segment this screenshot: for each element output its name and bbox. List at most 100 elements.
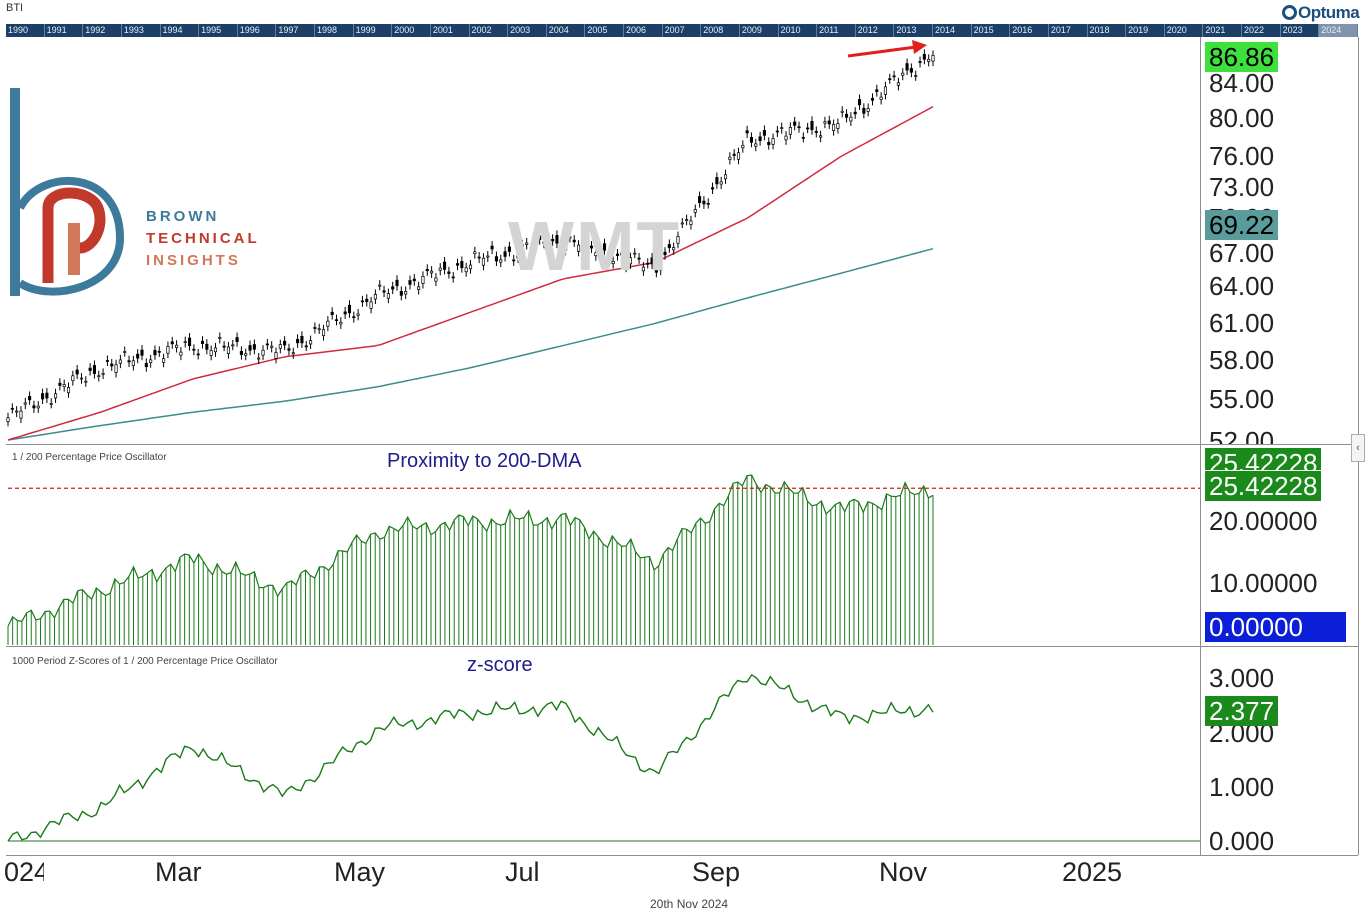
price-candle-body	[693, 209, 697, 213]
panel-separator-oscillator[interactable]	[6, 646, 1358, 647]
axis-divider	[1200, 37, 1201, 855]
price-candle-body	[538, 235, 542, 241]
year-cell[interactable]: 2010	[779, 24, 818, 37]
year-cell[interactable]: 2014	[933, 24, 972, 37]
price-candle-body	[239, 350, 243, 355]
year-cell[interactable]: 1994	[161, 24, 200, 37]
year-cell[interactable]: 2008	[701, 24, 740, 37]
price-candle-body	[425, 269, 429, 272]
price-candle-body	[157, 350, 161, 353]
year-cell[interactable]: 2023	[1281, 24, 1320, 37]
price-candle-body	[79, 377, 84, 380]
price-ytick: 73.00	[1209, 172, 1275, 202]
year-navigator[interactable]: 1990 1991 1992 1993 1994 1995 1996 1997 1998 1999…	[6, 24, 1358, 37]
panel-separator-price[interactable]	[6, 444, 1358, 445]
price-candle-body	[369, 301, 373, 309]
price-candle-body	[875, 89, 879, 92]
year-cell[interactable]: 1991	[45, 24, 84, 37]
year-cell[interactable]: 2020	[1165, 24, 1204, 37]
oscillator-panel-label: 1 / 200 Percentage Price Oscillator	[12, 452, 167, 463]
zscore-last-badge: 2.377	[1205, 696, 1279, 726]
price-candle-body	[927, 59, 931, 62]
year-cell[interactable]: 2018	[1088, 24, 1127, 37]
price-candle-body	[788, 127, 792, 135]
price-candle-body	[628, 257, 632, 265]
year-cell[interactable]: 1998	[315, 24, 354, 37]
year-cell[interactable]: 1995	[199, 24, 238, 37]
price-candle-body	[41, 393, 45, 400]
year-cell[interactable]: 1999	[354, 24, 393, 37]
price-candle-body	[494, 256, 498, 262]
price-candle-body	[187, 337, 192, 346]
price-candle-body	[719, 181, 723, 185]
year-cell[interactable]: 2003	[508, 24, 547, 37]
year-cell[interactable]: 1993	[122, 24, 161, 37]
optuma-logo-icon	[1282, 5, 1297, 20]
year-cell[interactable]: 1990	[6, 24, 45, 37]
year-cell[interactable]: 2015	[972, 24, 1011, 37]
price-ytick: 76.00	[1209, 141, 1275, 171]
price-candle-body	[741, 144, 745, 149]
year-cell[interactable]: 2024	[1319, 24, 1358, 37]
price-candle-body	[149, 359, 153, 364]
year-cell[interactable]: 1992	[83, 24, 122, 37]
x-axis-label: May	[334, 857, 386, 887]
year-cell[interactable]: 2005	[585, 24, 624, 37]
price-candle-body	[698, 196, 702, 204]
year-cell[interactable]: 2000	[392, 24, 431, 37]
year-cell[interactable]: 2021	[1203, 24, 1242, 37]
price-candle-body	[836, 123, 840, 129]
price-candle-body	[434, 277, 438, 282]
year-cell[interactable]: 2013	[894, 24, 933, 37]
price-candle-body	[814, 131, 818, 133]
price-candle-body	[551, 238, 555, 242]
price-candle-body	[28, 396, 32, 401]
price-candle-body	[589, 245, 594, 249]
price-candle-body	[892, 75, 896, 78]
price-candle-body	[270, 345, 274, 348]
year-cell[interactable]: 2004	[547, 24, 586, 37]
price-candle-body	[97, 375, 101, 378]
year-cell[interactable]: 2011	[817, 24, 856, 37]
year-cell[interactable]: 1996	[238, 24, 277, 37]
year-cell[interactable]: 2022	[1242, 24, 1281, 37]
year-cell[interactable]: 1997	[276, 24, 315, 37]
oscillator-note: Proximity to 200-DMA	[387, 450, 582, 472]
year-cell[interactable]: 2016	[1010, 24, 1049, 37]
panel-separator-zscore[interactable]	[6, 855, 1358, 856]
price-candle-body	[84, 380, 88, 383]
price-candle-body	[862, 107, 866, 114]
price-candle-body	[672, 247, 676, 251]
price-candle-body	[183, 341, 187, 343]
price-candle-body	[110, 363, 114, 367]
price-candle-body	[780, 127, 784, 130]
price-candle-body	[464, 267, 468, 273]
year-cell[interactable]: 2012	[856, 24, 895, 37]
year-cell[interactable]: 2006	[624, 24, 663, 37]
price-candle-body	[706, 202, 710, 205]
price-candle-body	[19, 410, 23, 419]
year-cell[interactable]: 2002	[470, 24, 509, 37]
year-cell[interactable]: 2019	[1126, 24, 1165, 37]
highlight-arrowhead-icon	[912, 40, 927, 54]
price-candle-body	[451, 276, 455, 279]
price-candle-body	[754, 143, 758, 147]
price-candle-body	[503, 251, 507, 257]
price-candle-body	[170, 341, 174, 345]
price-candle-body	[360, 300, 364, 303]
price-candle-body	[767, 141, 771, 146]
year-cell[interactable]: 2001	[431, 24, 470, 37]
x-axis-label: Sep	[692, 857, 741, 887]
year-cell[interactable]: 2009	[740, 24, 779, 37]
price-candle-body	[36, 405, 40, 409]
price-candle-body	[200, 340, 205, 344]
oscillator-ytick: 20.00000	[1209, 506, 1318, 536]
year-cell[interactable]: 2017	[1049, 24, 1088, 37]
price-candle-body	[598, 249, 602, 252]
price-candle-body	[771, 138, 775, 145]
price-candle-body	[473, 251, 477, 255]
x-axis-label: Mar	[155, 857, 202, 887]
scroll-left-button[interactable]: ‹	[1351, 434, 1365, 462]
year-cell[interactable]: 2007	[663, 24, 702, 37]
